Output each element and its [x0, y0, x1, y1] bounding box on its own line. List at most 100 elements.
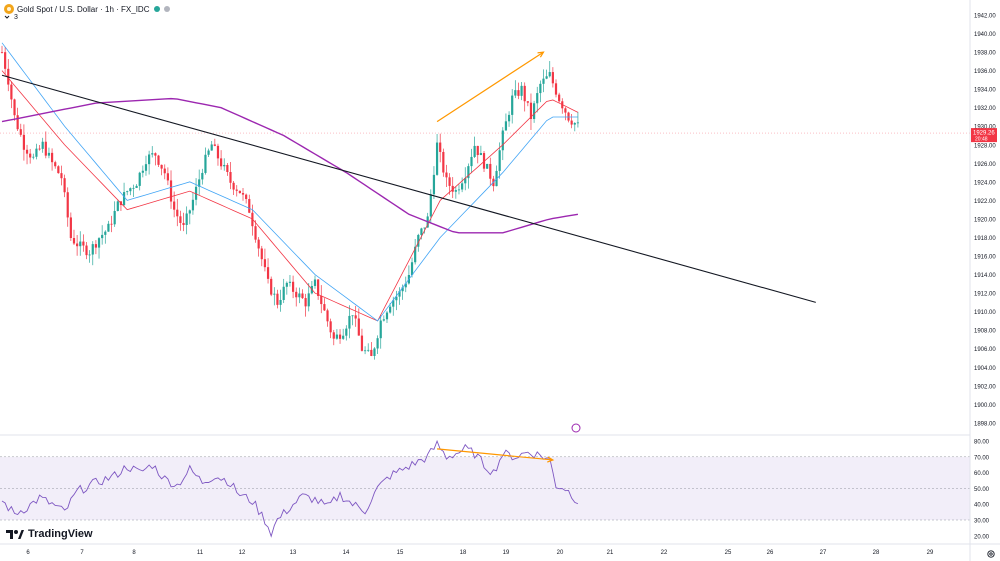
time-tick-label: 11: [197, 550, 204, 556]
time-tick-label: 8: [132, 550, 136, 556]
candle-body: [279, 299, 282, 305]
time-tick-label: 18: [460, 550, 467, 556]
price-tick-label: 1898.00: [974, 421, 996, 427]
tradingview-logo-icon: [6, 530, 24, 539]
candle-body: [241, 193, 245, 195]
time-tick-label: 6: [26, 550, 30, 556]
candle-body: [245, 194, 248, 200]
price-pane[interactable]: [0, 42, 970, 433]
candle-body: [379, 320, 382, 339]
candle-body: [348, 315, 351, 329]
candle-body: [548, 72, 551, 77]
candle-body: [288, 281, 292, 283]
candle-body: [132, 187, 135, 189]
candle-body: [479, 153, 482, 156]
candle-body: [282, 286, 285, 300]
rsi-tick-label: 50.00: [974, 487, 990, 493]
price-tick-label: 1910.00: [974, 310, 996, 316]
candle-body: [32, 156, 35, 158]
candle-body: [16, 115, 19, 130]
candle-body: [448, 177, 451, 186]
candle-body: [536, 93, 539, 104]
price-tick-label: 1924.00: [974, 180, 996, 186]
candle-body: [226, 164, 229, 173]
price-tick-label: 1918.00: [974, 236, 996, 242]
candle-body: [60, 173, 63, 179]
candle-body: [210, 144, 213, 151]
candle-body: [19, 129, 22, 135]
candle-body: [476, 145, 479, 156]
candle-body: [47, 152, 51, 156]
candle-body: [567, 112, 570, 121]
price-tick-label: 1920.00: [974, 217, 996, 223]
candle-body: [514, 90, 517, 96]
time-tick-label: 28: [873, 550, 880, 556]
candle-body: [533, 103, 536, 120]
candle-body: [198, 179, 201, 187]
candle-body: [570, 120, 573, 125]
candle-body: [144, 164, 148, 171]
candle-body: [4, 52, 7, 69]
rsi-divergence-arrow: [437, 448, 553, 461]
candle-body: [326, 310, 329, 322]
candle-body: [410, 262, 414, 275]
candle-body: [395, 296, 398, 301]
time-tick-label: 13: [290, 550, 297, 556]
candle-body: [104, 231, 107, 235]
candle-body: [482, 153, 486, 169]
candle-body: [360, 335, 364, 351]
candle-body: [232, 182, 235, 190]
candle-body: [545, 76, 548, 79]
candle-body: [166, 173, 169, 181]
rsi-pane[interactable]: [0, 439, 970, 538]
tradingview-logo[interactable]: TradingView: [6, 528, 93, 540]
indicators-toggle[interactable]: 3: [4, 14, 18, 21]
event-marker-icon: [571, 423, 581, 433]
symbol-title[interactable]: Gold Spot / U.S. Dollar · 1h · FX_IDC: [17, 4, 150, 14]
candle-body: [38, 148, 41, 150]
time-tick-label: 14: [343, 550, 350, 556]
price-tick-label: 1928.00: [974, 143, 996, 149]
candle-body: [363, 350, 367, 352]
candle-body: [148, 154, 151, 165]
candle-body: [201, 172, 204, 180]
candle-body: [270, 278, 273, 295]
market-status-icon[interactable]: [153, 6, 160, 12]
candle-body: [179, 216, 182, 223]
candle-body: [445, 172, 448, 178]
candle-body: [523, 85, 526, 102]
candle-body: [291, 281, 295, 292]
time-tick-label: 19: [503, 550, 510, 556]
candle-body: [122, 192, 126, 206]
candle-body: [188, 210, 191, 214]
price-divergence-arrow-head: [537, 51, 545, 58]
candle-body: [223, 164, 226, 167]
candle-body: [254, 226, 257, 240]
candle-body: [285, 282, 288, 287]
data-status-icon[interactable]: [163, 6, 170, 12]
rsi-tick-label: 20.00: [974, 534, 990, 540]
candle-body: [160, 164, 163, 169]
chart-header: Gold Spot / U.S. Dollar · 1h · FX_IDC: [4, 2, 170, 16]
candle-body: [370, 349, 373, 356]
candle-body: [97, 238, 101, 248]
candle-body: [517, 90, 520, 96]
settings-gear-icon[interactable]: [986, 549, 996, 559]
candle-body: [138, 172, 141, 186]
time-tick-label: 29: [927, 550, 934, 556]
candle-body: [345, 328, 348, 336]
candle-body: [417, 234, 420, 247]
last-price-countdown: 20:48: [975, 137, 988, 143]
candle-body: [298, 293, 301, 298]
candle-body: [457, 189, 461, 191]
candle-body: [520, 85, 523, 96]
candle-body: [25, 149, 29, 154]
candle-body: [401, 287, 404, 292]
price-tick-label: 1904.00: [974, 366, 996, 372]
candle-body: [382, 319, 385, 321]
candle-body: [229, 172, 232, 183]
last-price-value: 1929.26: [973, 131, 995, 137]
candle-body: [464, 178, 467, 184]
rsi-tick-label: 40.00: [974, 503, 990, 509]
